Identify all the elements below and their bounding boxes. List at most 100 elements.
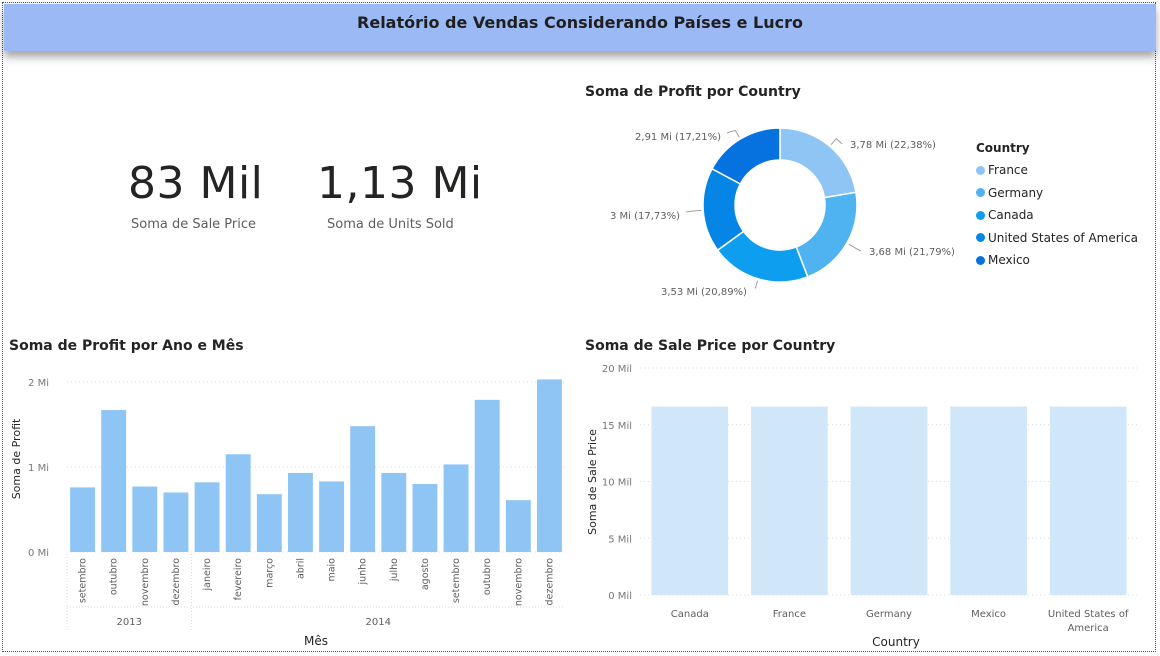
legend-label: Germany [988,185,1044,200]
bar-2014-janeiro[interactable] [194,482,220,552]
y-tick-label: 0 Mil [608,591,632,602]
bar-france[interactable] [751,406,828,595]
donut-leader-line [685,209,702,213]
donut-legend: Country France Germany Canada United States… [976,141,1138,272]
legend-item-united-states-of-america[interactable]: United States of America [976,227,1138,250]
x-tick-label: setembro [451,558,462,603]
legend-marker [976,165,985,175]
y-tick-label: 1 Mi [28,463,49,474]
x-tick-label: maio [327,558,338,582]
x-tick-label: março [264,558,275,588]
x-tick-label: Mexico [971,609,1006,620]
kpi-sale-price-label: Soma de Sale Price [131,217,257,232]
legend-item-canada[interactable]: Canada [976,204,1138,227]
x-tick-label: dezembro [544,558,555,606]
bar-2014-fevereiro[interactable] [225,454,251,552]
bar-2014-maio[interactable] [319,481,345,552]
bar-2014-setembro[interactable] [443,464,469,552]
year-label: 2013 [117,617,142,628]
bar-mexico[interactable] [950,406,1027,595]
legend-marker [976,210,985,220]
bar-germany[interactable] [850,406,928,595]
year-label: 2014 [366,617,391,628]
legend-item-mexico[interactable]: Mexico [976,249,1138,272]
x-tick-label: fevereiro [233,558,244,601]
bar-2014-julho[interactable] [381,472,407,552]
x-tick-label: agosto [420,558,431,590]
donut-slice-mexico[interactable] [711,127,781,185]
donut-data-label: 2,91 Mi (17,21%) [635,132,721,143]
x-tick-label: abril [295,558,306,579]
y-tick-label: 2 Mi [28,378,49,389]
donut-chart[interactable]: 3,78 Mi (22,38%) 3,68 Mi (21,79%) 3,53 Mi … [580,104,1160,334]
x-axis-title: Mês [304,634,328,648]
bar-united-states-of-america[interactable] [1049,406,1127,595]
x-tick-label: outubro [109,558,120,595]
profit-by-month-chart[interactable]: 0 Mi 1 Mi 2 Mi setembro outubro novembro dezem… [0,355,575,655]
x-tick-label-line-1: United States of [1048,609,1129,620]
bar-2013-novembro[interactable] [132,486,158,552]
profit-chart-title: Soma de Profit por Ano e Mês [9,338,244,354]
x-tick-label: Germany [866,609,912,620]
kpi-units-sold-label: Soma de Units Sold [327,217,454,232]
y-tick-label: 15 Mil [602,421,632,432]
donut-leader-line [754,280,759,289]
bar-2014-dezembro[interactable] [536,379,562,552]
x-tick-label: France [773,609,806,620]
x-tick-label: Canada [671,609,709,620]
legend-marker [976,255,985,265]
bar-2013-dezembro[interactable] [163,492,189,553]
x-tick-label: outubro [482,558,493,595]
x-tick-label: novembro [140,558,151,606]
bar-2014-agosto[interactable] [412,484,438,552]
legend-item-france[interactable]: France [976,159,1138,182]
x-tick-label-line-2: America [1068,623,1109,634]
y-tick-label: 10 Mil [602,478,632,489]
report-title: Relatório de Vendas Considerando Países … [357,13,803,32]
bar-2014-novembro[interactable] [505,500,531,552]
bar-2014-outubro[interactable] [474,399,500,552]
donut-data-label: 3 Mi (17,73%) [610,211,680,222]
y-tick-label: 20 Mil [602,364,632,375]
sale-price-by-country-chart[interactable]: 0 Mil 5 Mil 10 Mil 15 Mil 20 Mil Canada France… [580,355,1150,655]
bar-2014-junho[interactable] [350,426,376,552]
kpi-units-sold-value[interactable]: 1,13 Mi [317,158,483,209]
donut-data-label: 3,78 Mi (22,38%) [850,140,936,151]
y-tick-label: 0 Mi [28,548,49,559]
x-axis-title: Country [872,635,920,649]
bar-2013-outubro[interactable] [101,410,127,552]
y-tick-label: 5 Mil [608,534,632,545]
x-tick-label: dezembro [171,558,182,606]
legend-item-germany[interactable]: Germany [976,182,1138,205]
report-header: Relatório de Vendas Considerando Países … [4,4,1156,51]
x-tick-label: junho [358,558,369,586]
bar-2014-abril[interactable] [287,472,313,552]
donut-data-label: 3,53 Mi (20,89%) [661,287,747,298]
legend-label: Canada [988,208,1034,223]
bar-2014-março[interactable] [256,494,282,552]
y-axis-title: Soma de Sale Price [586,429,599,535]
x-tick-label: julho [389,558,400,582]
donut-data-label: 3,68 Mi (21,79%) [869,247,955,258]
x-tick-label: novembro [513,558,524,606]
donut-leader-line [848,243,862,252]
bar-canada[interactable] [651,406,729,595]
legend-title: Country [976,141,1030,155]
legend-label: Mexico [988,253,1030,268]
x-tick-label: setembro [78,558,89,603]
y-axis-title: Soma de Profit [10,418,23,499]
donut-leader-line [830,137,843,146]
legend-marker [976,233,985,243]
kpi-sale-price-value[interactable]: 83 Mil [128,158,264,209]
donut-slice-france[interactable] [779,127,857,199]
legend-label: France [988,163,1028,178]
donut-leader-line [726,129,740,138]
legend-label: United States of America [988,230,1138,245]
x-tick-label: janeiro [202,558,213,592]
donut-chart-title: Soma de Profit por Country [585,84,801,100]
bar-2013-setembro[interactable] [70,487,96,552]
donut-slice-germany[interactable] [795,191,858,278]
sale-chart-title: Soma de Sale Price por Country [585,338,836,354]
legend-marker [976,188,985,198]
